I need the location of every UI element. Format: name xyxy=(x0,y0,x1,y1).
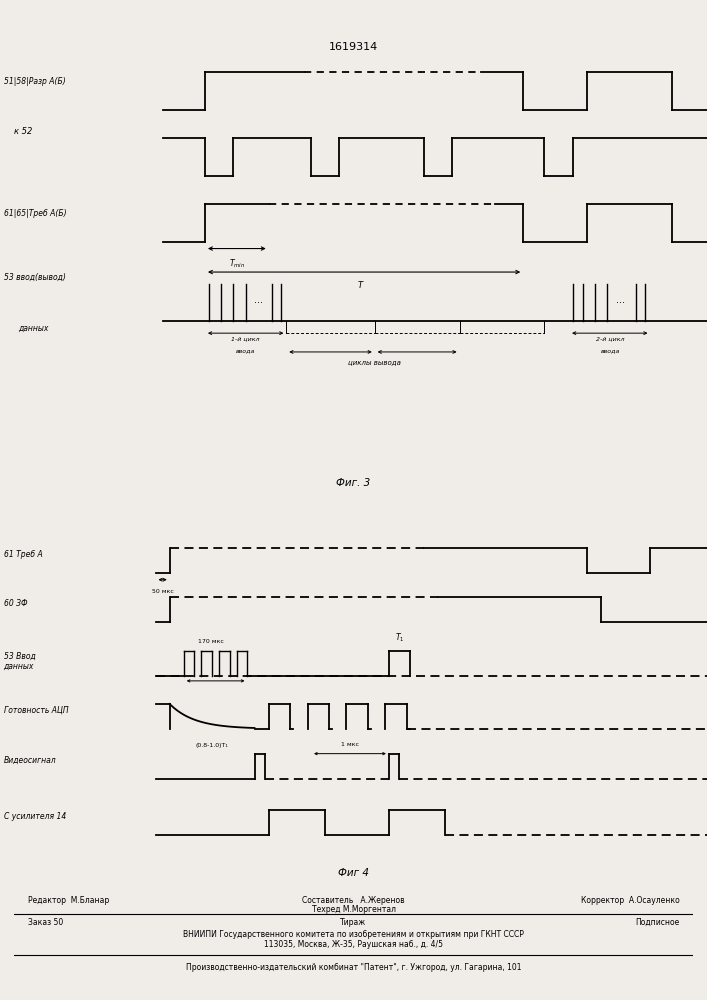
Text: С усилителя 14: С усилителя 14 xyxy=(4,812,66,821)
Text: 1 мкс: 1 мкс xyxy=(341,742,359,747)
Text: ВНИИПИ Государственного комитета по изобретениям и открытиям при ГКНТ СССР: ВНИИПИ Государственного комитета по изоб… xyxy=(183,930,524,939)
Text: Тираж: Тираж xyxy=(340,918,367,927)
Text: T: T xyxy=(358,281,363,290)
Text: 113035, Москва, Ж-35, Раушская наб., д. 4/5: 113035, Москва, Ж-35, Раушская наб., д. … xyxy=(264,940,443,949)
Text: ...: ... xyxy=(617,295,625,305)
Text: $T_{min}$: $T_{min}$ xyxy=(228,258,245,270)
Text: Техред М.Моргентал: Техред М.Моргентал xyxy=(312,905,395,914)
Text: Фиг. 3: Фиг. 3 xyxy=(337,478,370,488)
Text: Заказ 50: Заказ 50 xyxy=(28,918,63,927)
Text: 50 мкс: 50 мкс xyxy=(152,589,173,594)
Text: 170 мкс: 170 мкс xyxy=(198,639,224,644)
Text: 61|65|Треб А(Б): 61|65|Треб А(Б) xyxy=(4,209,66,218)
Text: Составитель   А.Жеренов: Составитель А.Жеренов xyxy=(302,896,405,905)
Text: ...: ... xyxy=(254,295,262,305)
Text: 61 Треб А: 61 Треб А xyxy=(4,550,42,559)
Text: циклы вывода: циклы вывода xyxy=(349,359,401,365)
Text: Подписное: Подписное xyxy=(635,918,679,927)
Text: ввода: ввода xyxy=(235,348,255,353)
Text: Видеосигнал: Видеосигнал xyxy=(4,755,56,764)
Text: 1-й цикл: 1-й цикл xyxy=(231,336,259,341)
Text: Производственно-издательский комбинат "Патент", г. Ужгород, ул. Гагарина, 101: Производственно-издательский комбинат "П… xyxy=(186,963,521,972)
Text: 1619314: 1619314 xyxy=(329,42,378,52)
Text: Редактор  М.Бланар: Редактор М.Бланар xyxy=(28,896,109,905)
Text: к 52: к 52 xyxy=(14,127,33,136)
Text: (0.8-1.0)T₁: (0.8-1.0)T₁ xyxy=(196,743,228,748)
Text: $T_1$: $T_1$ xyxy=(395,631,404,644)
Text: Корректор  А.Осауленко: Корректор А.Осауленко xyxy=(580,896,679,905)
Text: 2-й цикл: 2-й цикл xyxy=(596,336,624,341)
Text: Готовность АЦП: Готовность АЦП xyxy=(4,706,68,715)
Text: 53 ввод(вывод): 53 ввод(вывод) xyxy=(4,272,66,281)
Text: 60 ЗФ: 60 ЗФ xyxy=(4,599,27,608)
Text: 53 Ввод
данных: 53 Ввод данных xyxy=(4,651,35,671)
Text: Фиг 4: Фиг 4 xyxy=(338,868,369,878)
Text: данных: данных xyxy=(18,324,48,333)
Text: 51|58|Разр А(Б): 51|58|Разр А(Б) xyxy=(4,77,65,86)
Text: ввода: ввода xyxy=(600,348,620,353)
